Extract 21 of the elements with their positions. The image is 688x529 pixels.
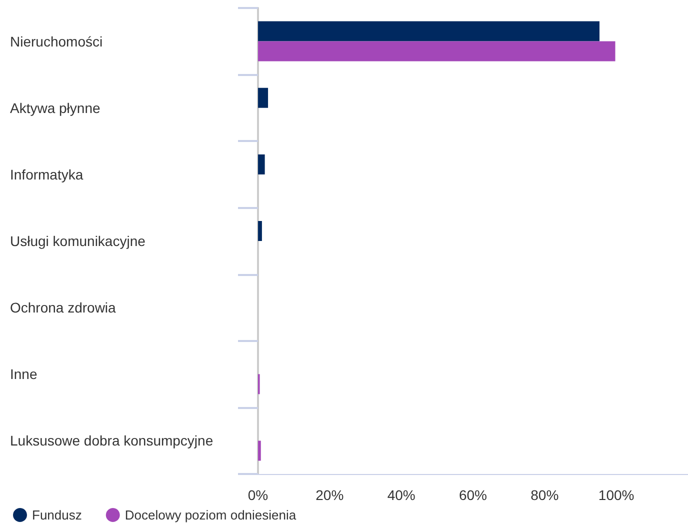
bar xyxy=(258,88,268,108)
bar xyxy=(258,21,600,42)
x-tick-label: 40% xyxy=(387,487,416,503)
x-tick-label: 60% xyxy=(458,487,488,503)
x-tick-label: 80% xyxy=(530,487,559,503)
y-tick-label: Inne xyxy=(10,366,38,382)
x-tick-label: 100% xyxy=(598,487,634,503)
bar xyxy=(258,221,262,241)
bar xyxy=(258,154,265,174)
y-tick-label: Usługi komunikacyjne xyxy=(10,233,146,249)
y-tick-label: Nieruchomości xyxy=(10,33,103,50)
legend-label: Fundusz xyxy=(32,508,82,522)
x-tick-label: 0% xyxy=(248,487,268,503)
y-tick-label: Informatyka xyxy=(10,166,84,182)
y-tick-label: Luksusowe dobra konsumpcyjne xyxy=(10,432,214,449)
bar xyxy=(258,41,616,62)
x-tick-label: 20% xyxy=(316,487,344,503)
legend-label: Docelowy poziom odniesienia xyxy=(124,508,297,522)
y-tick-label: Aktywa płynne xyxy=(10,100,100,116)
y-tick-label: Ochrona zdrowia xyxy=(10,300,116,316)
bar xyxy=(258,440,261,461)
